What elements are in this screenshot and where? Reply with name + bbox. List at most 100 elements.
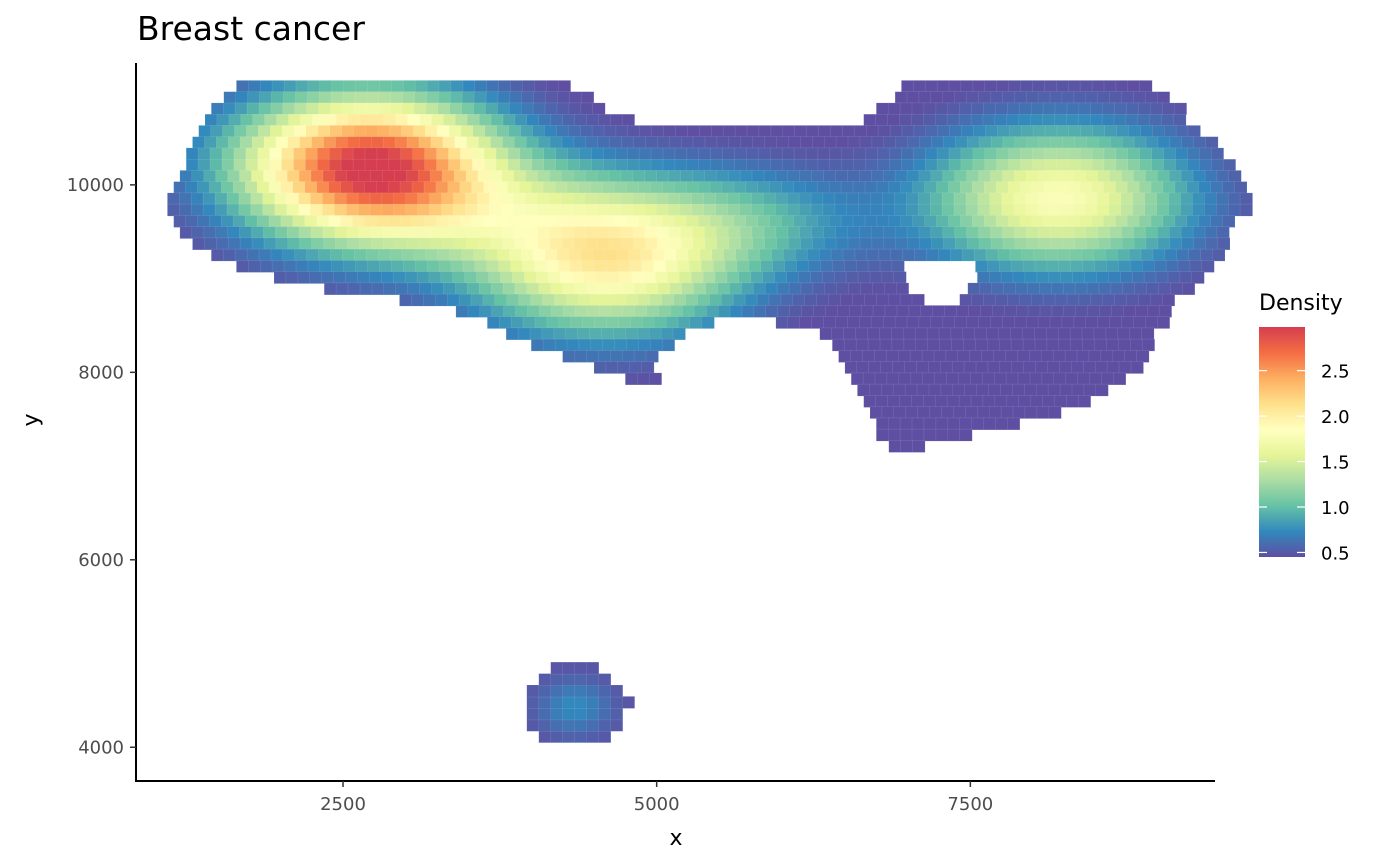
heatmap-tile <box>795 248 809 262</box>
heatmap-tile <box>674 215 688 228</box>
heatmap-tile <box>392 271 406 284</box>
heatmap-tile <box>634 305 648 318</box>
heatmap-tile <box>876 215 890 228</box>
heatmap-tile <box>752 136 766 149</box>
heatmap-tile <box>1021 248 1035 262</box>
heatmap-tile <box>877 158 891 172</box>
heatmap-tile <box>584 226 598 239</box>
heatmap-tile <box>905 406 919 419</box>
heatmap-tile <box>490 282 504 296</box>
heatmap-tile <box>926 248 940 262</box>
heatmap-tile <box>977 203 991 217</box>
heatmap-tile <box>1175 147 1189 161</box>
heatmap-tile <box>1085 226 1099 239</box>
heatmap-tile <box>1044 158 1058 172</box>
heatmap-tile <box>1059 383 1073 397</box>
heatmap-tile <box>1130 361 1144 374</box>
heatmap-tile <box>519 158 533 172</box>
heatmap-tile <box>1030 113 1044 127</box>
heatmap-tile <box>1157 91 1171 104</box>
heatmap-tile <box>975 361 989 374</box>
heatmap-tile <box>998 260 1012 273</box>
heatmap-tile <box>1189 260 1203 273</box>
heatmap-tile <box>543 158 557 172</box>
heatmap-tile <box>1093 248 1107 262</box>
heatmap-tile <box>902 248 916 262</box>
heatmap-tile <box>1106 361 1120 374</box>
heatmap-tile <box>918 192 932 206</box>
heatmap-tile <box>769 158 783 172</box>
heatmap-tile <box>1033 248 1047 262</box>
heatmap-tile <box>460 125 474 138</box>
heatmap-tile <box>1076 350 1090 363</box>
heatmap-tile <box>562 730 576 743</box>
heatmap-tile <box>542 181 556 194</box>
heatmap-tile <box>824 282 838 296</box>
heatmap-tile <box>739 170 753 183</box>
heatmap-tile <box>996 147 1010 161</box>
heatmap-tile <box>876 102 890 116</box>
heatmap-tile <box>429 226 443 239</box>
heatmap-tile <box>440 271 454 284</box>
heatmap-tile <box>750 271 764 284</box>
heatmap-tile <box>1056 125 1070 138</box>
heatmap-tile <box>855 327 869 341</box>
heatmap-tile <box>203 226 217 239</box>
heatmap-tile <box>1110 282 1124 296</box>
heatmap-tile <box>1133 237 1147 251</box>
heatmap-tile <box>1069 327 1083 341</box>
heatmap-tile <box>1137 113 1151 127</box>
heatmap-tile <box>1042 113 1056 127</box>
heatmap-tile <box>668 226 682 239</box>
heatmap-tile <box>464 271 478 284</box>
heatmap-tile <box>705 282 719 296</box>
heatmap-tile <box>823 170 837 183</box>
heatmap-tile <box>816 293 830 307</box>
heatmap-tile <box>1141 260 1155 273</box>
heatmap-tile <box>582 316 596 329</box>
heatmap-tile <box>687 125 701 138</box>
heatmap-tile <box>234 102 248 116</box>
heatmap-tile <box>629 260 643 273</box>
heatmap-tile <box>304 215 318 228</box>
heatmap-tile <box>882 192 896 206</box>
heatmap-tile <box>745 181 759 194</box>
heatmap-tile <box>185 147 199 161</box>
heatmap-tile <box>1057 248 1071 262</box>
heatmap-tile <box>631 203 645 217</box>
heatmap-tile <box>283 80 297 93</box>
heatmap-tile <box>328 158 342 172</box>
heatmap-tile <box>232 215 246 228</box>
heatmap-tile <box>185 158 199 172</box>
heatmap-tile <box>965 192 979 206</box>
heatmap-tile <box>931 237 945 251</box>
heatmap-tile <box>958 113 972 127</box>
heatmap-tile <box>877 147 891 161</box>
heatmap-tile <box>1138 293 1152 307</box>
heatmap-tile <box>644 170 658 183</box>
heatmap-tile <box>434 293 448 307</box>
heatmap-tile <box>310 170 324 183</box>
heatmap-tile <box>859 237 873 251</box>
heatmap-tile <box>1097 91 1111 104</box>
heatmap-tile <box>1120 192 1134 206</box>
heatmap-tile <box>887 102 901 116</box>
heatmap-tile <box>798 271 812 284</box>
heatmap-tile <box>1104 125 1118 138</box>
heatmap-tile <box>307 260 321 273</box>
heatmap-tile <box>918 170 932 183</box>
heatmap-tile <box>1067 181 1081 194</box>
heatmap-tile <box>934 372 948 386</box>
heatmap-tile <box>650 215 664 228</box>
heatmap-tile <box>717 282 731 296</box>
heatmap-tile <box>319 260 333 273</box>
heatmap-tile <box>1173 102 1187 116</box>
heatmap-tile <box>874 350 888 363</box>
heatmap-tile <box>394 170 408 183</box>
heatmap-tile <box>928 383 942 397</box>
heatmap-tile <box>1044 147 1058 161</box>
heatmap-tile <box>978 226 992 239</box>
heatmap-tile <box>453 170 467 183</box>
heatmap-tile <box>866 248 880 262</box>
heatmap-tile <box>947 428 961 442</box>
